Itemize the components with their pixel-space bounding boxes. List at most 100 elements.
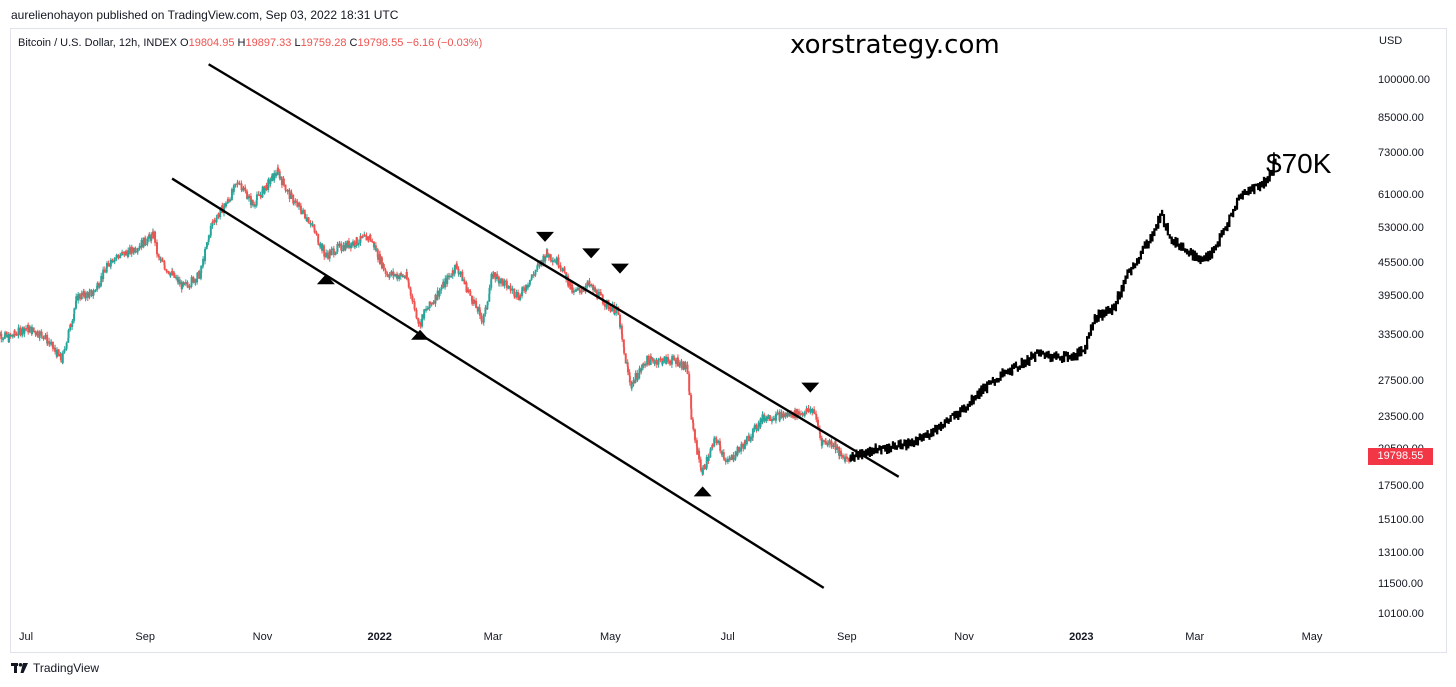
candle: [300, 207, 303, 215]
candle: [330, 247, 333, 252]
candle-body: [780, 412, 783, 418]
candle-body: [807, 407, 810, 412]
candle: [557, 263, 560, 269]
candle: [138, 242, 141, 249]
candle: [571, 282, 574, 294]
candle-body: [832, 445, 835, 447]
candle-body: [659, 358, 662, 360]
candle-body: [402, 275, 405, 277]
candle: [127, 247, 130, 258]
candle-body: [805, 408, 808, 412]
candle-body: [255, 194, 258, 200]
candle: [823, 439, 826, 445]
candle-body: [717, 440, 720, 443]
candle-body: [534, 269, 537, 272]
candle-body: [649, 356, 652, 365]
candle-body: [819, 434, 822, 438]
candle: [369, 233, 372, 242]
candle: [532, 273, 535, 279]
candle-body: [19, 329, 22, 336]
candle-body: [798, 411, 801, 415]
candle-body: [374, 245, 377, 251]
candle-body: [398, 276, 401, 279]
candle: [142, 237, 145, 248]
candle: [740, 441, 743, 452]
candle-body: [707, 457, 710, 462]
candle: [238, 182, 241, 186]
candle-body: [525, 284, 528, 291]
candle: [17, 324, 20, 338]
candle-body: [32, 330, 35, 332]
candle-body: [482, 313, 485, 323]
candle: [519, 294, 522, 298]
candle: [450, 273, 453, 279]
candle-body: [838, 450, 841, 456]
candle: [567, 283, 570, 288]
candle-body: [646, 355, 649, 365]
candle-body: [528, 279, 531, 285]
candle: [357, 239, 360, 248]
candle-body: [438, 290, 441, 297]
candle: [746, 436, 749, 438]
candle-body: [778, 412, 781, 421]
candle-body: [44, 334, 47, 338]
candle: [4, 330, 7, 336]
candle-body: [461, 279, 464, 282]
candle-body: [622, 339, 625, 348]
candle-body: [432, 302, 435, 304]
candle: [207, 234, 210, 241]
candle: [263, 188, 266, 195]
time-axis-tick: May: [599, 631, 621, 643]
candle: [751, 427, 754, 441]
candle: [355, 237, 358, 245]
candle: [132, 246, 135, 255]
time-axis-tick: Nov: [954, 631, 974, 643]
candle-body: [442, 282, 445, 288]
candle-body: [75, 296, 78, 301]
tradingview-brand[interactable]: TradingView: [11, 661, 99, 675]
candle-body: [726, 458, 729, 462]
resistance-touch-marker: [610, 263, 629, 274]
candle: [486, 300, 489, 308]
candle: [230, 187, 233, 201]
candle-body: [771, 419, 774, 422]
candle-body: [444, 278, 447, 282]
candle-body: [334, 251, 337, 255]
candle: [796, 408, 799, 421]
candle: [805, 408, 808, 415]
time-axis-tick: 2022: [367, 631, 392, 643]
candle-body: [159, 259, 162, 261]
candle-body: [745, 437, 748, 445]
candle: [294, 198, 297, 203]
candle: [632, 379, 635, 386]
candle-body: [490, 279, 493, 288]
candle: [209, 223, 212, 238]
candle-body: [625, 362, 628, 364]
candle-body: [459, 271, 462, 275]
candle-body: [594, 289, 597, 292]
candle-body: [715, 438, 718, 444]
price-axis-tick: 11500.00: [1378, 577, 1424, 590]
candle-body: [267, 179, 270, 190]
candle-body: [204, 248, 207, 261]
candle-body: [215, 217, 218, 222]
candle-body: [684, 361, 687, 369]
candle-body: [13, 330, 16, 335]
candle: [140, 237, 143, 248]
candle-body: [526, 285, 529, 288]
candle-body: [753, 426, 756, 430]
candle-body: [769, 419, 772, 421]
candle-body: [692, 419, 695, 424]
last-price-tag: 19798.55: [1368, 448, 1433, 465]
candle: [361, 234, 364, 238]
candle-body: [207, 239, 210, 243]
candle: [432, 299, 435, 305]
symbol-label: Bitcoin / U.S. Dollar, 12h, INDEX: [18, 37, 177, 49]
candle-body: [559, 265, 562, 269]
candle-body: [322, 245, 325, 252]
candle: [782, 411, 785, 419]
candle-body: [236, 182, 239, 184]
candle: [807, 404, 810, 414]
candle: [590, 283, 593, 287]
